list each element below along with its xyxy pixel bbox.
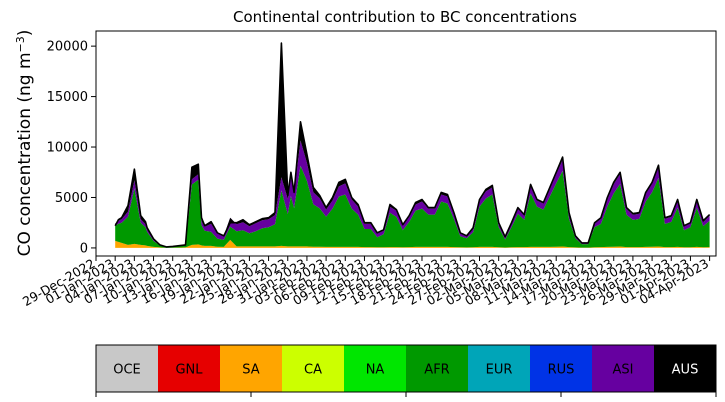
area-asi — [115, 140, 710, 248]
colorbar-cell-afr — [406, 345, 469, 392]
y-tick-label: 10000 — [47, 141, 88, 156]
colorbar-cell-asi — [592, 345, 655, 392]
y-tick-label: 15000 — [47, 90, 88, 105]
colorbar-label-aus: AUS — [672, 363, 699, 378]
colorbar-label-gnl: GNL — [175, 363, 203, 378]
colorbar-label-oce: OCE — [113, 363, 141, 378]
colorbar-cell-ca — [282, 345, 345, 392]
colorbar-label-ca: CA — [304, 363, 322, 378]
colorbar-label-afr: AFR — [424, 363, 449, 378]
y-tick-label: 20000 — [47, 40, 88, 55]
colorbar-cell-na — [344, 345, 407, 392]
colorbar-label-na: NA — [366, 363, 385, 378]
area-sa — [115, 239, 710, 248]
colorbar-cell-oce — [96, 345, 159, 392]
y-axis-label-sup: −3 — [14, 36, 27, 52]
series-layer — [114, 42, 711, 248]
colorbar-cell-sa — [220, 345, 283, 392]
region-colorbar: OCE GNL SA CA NA AFR EUR RUS ASI AUS — [95, 344, 717, 397]
plot-frame — [95, 30, 717, 257]
colorbar-label-rus: RUS — [548, 363, 575, 378]
colorbar-cell-rus — [530, 345, 593, 392]
colorbar-label-sa: SA — [242, 363, 259, 378]
total-line — [114, 42, 711, 248]
plot-area — [95, 30, 717, 257]
y-axis: 0 5000 10000 15000 20000 — [47, 40, 96, 256]
colorbar-cell-gnl — [158, 345, 221, 392]
y-tick-label: 5000 — [55, 191, 88, 206]
colorbar-label-eur: EUR — [486, 363, 513, 378]
colorbar-cell-eur — [468, 345, 531, 392]
y-tick-label: 0 — [80, 241, 88, 256]
colorbar-label-asi: ASI — [613, 363, 634, 378]
y-axis-label-close: ) — [15, 30, 35, 37]
chart-title: Continental contribution to BC concentra… — [233, 8, 577, 26]
colorbar-cell-aus — [654, 345, 717, 392]
y-axis-label-main: CO concentration (ng m — [15, 52, 35, 256]
y-axis-label: CO concentration (ng m−3) — [14, 30, 36, 257]
x-axis: 29-Dec-202201-Jan-202304-Jan-202307-Jan-… — [20, 256, 711, 309]
area-afr — [115, 165, 710, 248]
